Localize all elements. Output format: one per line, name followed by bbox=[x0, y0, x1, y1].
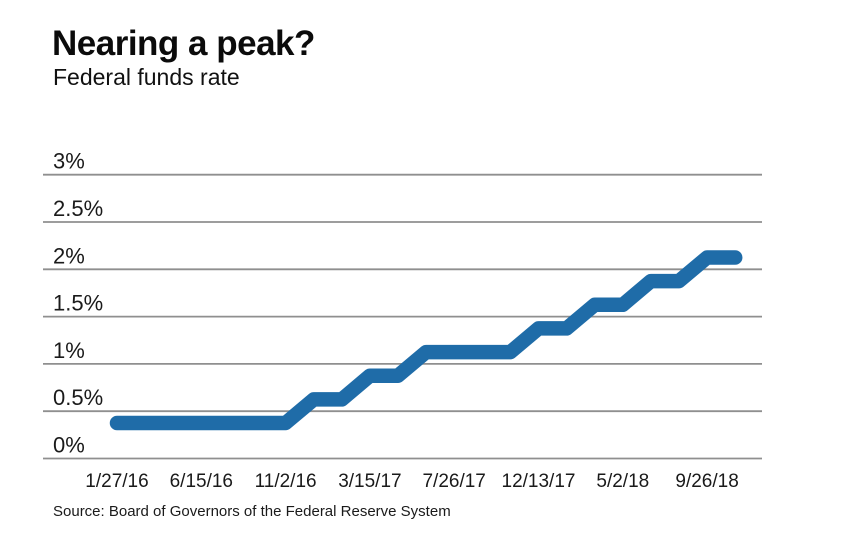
y-tick-label: 3% bbox=[53, 149, 85, 174]
chart-title: Nearing a peak? bbox=[52, 24, 315, 63]
x-tick-label: 1/27/16 bbox=[85, 471, 148, 492]
y-tick-label: 1% bbox=[53, 338, 85, 363]
y-tick-label: 0% bbox=[53, 433, 85, 458]
y-tick-label: 0.5% bbox=[53, 385, 103, 410]
x-tick-label: 6/15/16 bbox=[170, 471, 233, 492]
rate-line bbox=[109, 250, 743, 431]
y-tick-label: 2% bbox=[53, 243, 85, 268]
x-tick-label: 9/26/18 bbox=[675, 471, 738, 492]
y-tick-label: 2.5% bbox=[53, 196, 103, 221]
chart-subtitle: Federal funds rate bbox=[53, 64, 240, 90]
y-tick-label: 1.5% bbox=[53, 291, 103, 316]
x-tick-label: 11/2/16 bbox=[255, 471, 317, 492]
source-note: Source: Board of Governors of the Federa… bbox=[53, 503, 451, 520]
x-tick-label: 5/2/18 bbox=[596, 471, 649, 492]
x-tick-label: 3/15/17 bbox=[338, 471, 401, 492]
x-tick-label: 12/13/17 bbox=[502, 471, 576, 492]
x-tick-label: 7/26/17 bbox=[422, 471, 485, 492]
